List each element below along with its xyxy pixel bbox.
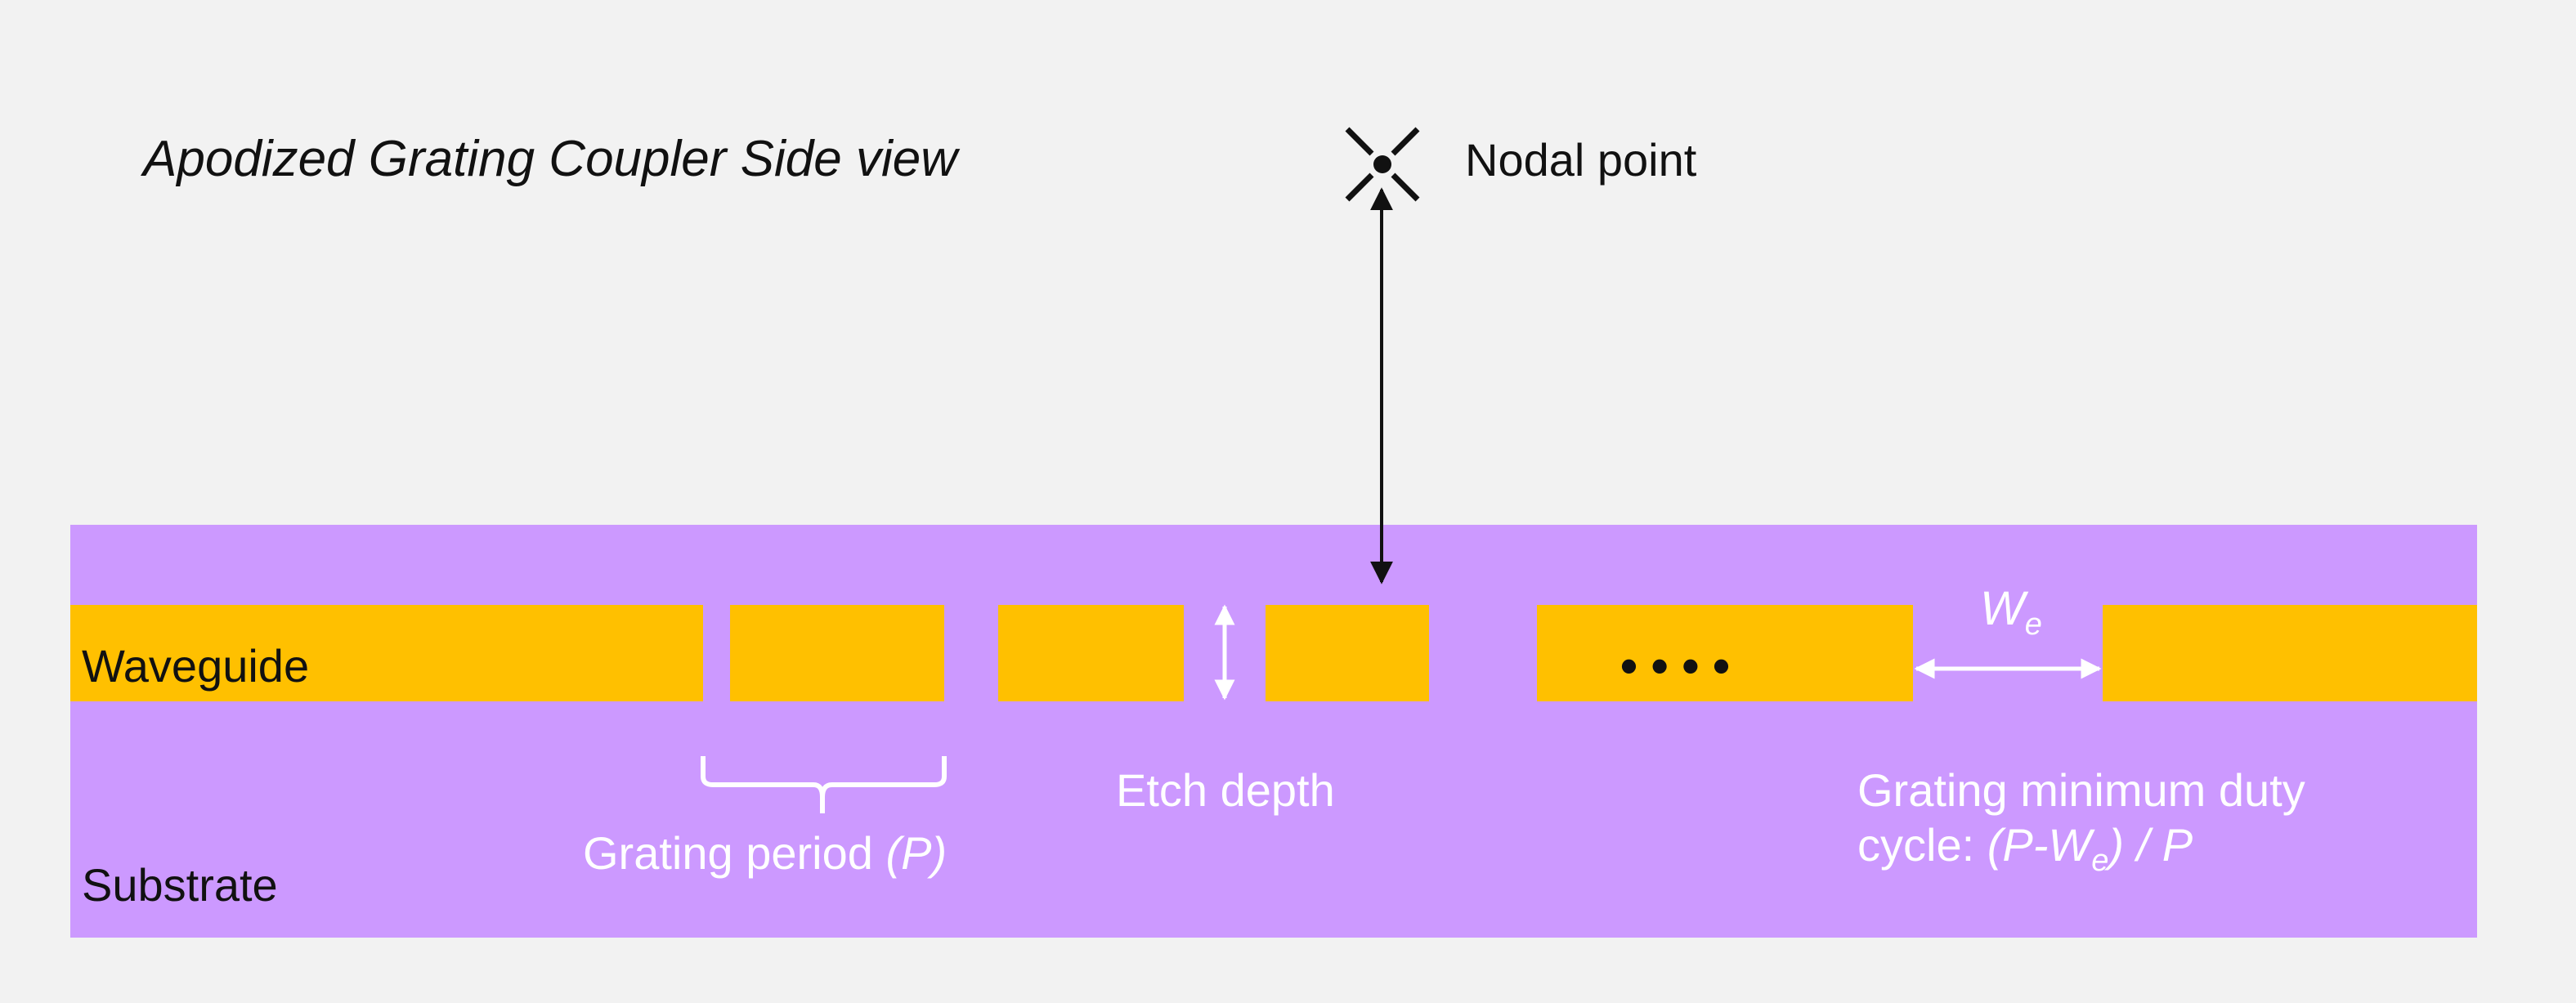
grating-period-text: Grating period (583, 827, 885, 879)
nodal-point-label: Nodal point (1465, 134, 1697, 186)
duty-cycle-P1: P (2002, 819, 2032, 871)
etch-width-subscript: e (2025, 607, 2042, 642)
ellipsis-dots: • • • • (1620, 638, 1730, 693)
substrate-layer (70, 525, 2477, 938)
etch-depth-label: Etch depth (1116, 764, 1335, 816)
grating-period-symbol: (P) (885, 827, 947, 879)
duty-cycle-P2: P (2162, 819, 2193, 871)
duty-cycle-prefix: cycle: (1857, 819, 1987, 871)
grating-period-label: Grating period (P) (583, 827, 947, 879)
waveguide-segment (70, 605, 703, 701)
grating-tooth (1537, 605, 1913, 701)
duty-cycle-line2: cycle: (P-We) / P (1857, 819, 2193, 878)
duty-cycle-sub: e (2091, 844, 2108, 878)
etch-width-label: We (1980, 582, 2042, 642)
grating-tooth (998, 605, 1184, 701)
waveguide-segment (2103, 605, 2477, 701)
duty-cycle-minus: - (2033, 819, 2049, 871)
grating-period-brace (701, 756, 947, 813)
nodal-point-icon (1345, 127, 1420, 202)
waveguide-label: Waveguide (82, 640, 309, 692)
duty-cycle-W: W (2048, 819, 2095, 871)
grating-tooth (1266, 605, 1429, 701)
grating-tooth (730, 605, 944, 701)
waveguide-teeth (70, 605, 2477, 701)
diagram-title: Apodized Grating Coupler Side view (140, 131, 961, 187)
etch-width-symbol: W (1980, 582, 2029, 635)
substrate-label: Substrate (82, 859, 278, 911)
duty-cycle-slash: / (2124, 819, 2162, 871)
duty-cycle-line1: Grating minimum duty (1857, 764, 2305, 816)
